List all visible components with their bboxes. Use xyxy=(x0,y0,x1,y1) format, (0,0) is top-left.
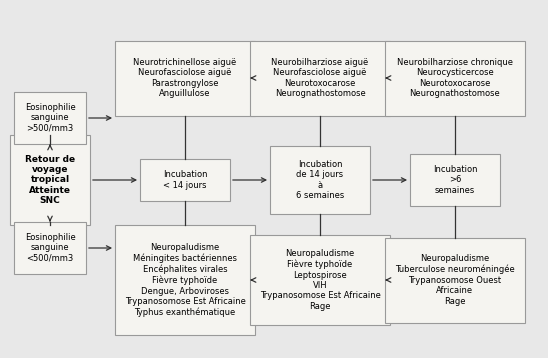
Text: Neuropaludisme
Tuberculose neuroméningée
Trypanosomose Ouest
Africaine
Rage: Neuropaludisme Tuberculose neuroméningée… xyxy=(395,255,515,306)
Text: Incubation
>6
semaines: Incubation >6 semaines xyxy=(433,165,477,195)
Text: Neurobilharziose chronique
Neurocysticercose
Neurotoxocarose
Neurognathostomose: Neurobilharziose chronique Neurocysticer… xyxy=(397,58,513,98)
Bar xyxy=(14,222,86,274)
Bar xyxy=(250,235,390,325)
Bar xyxy=(270,146,370,214)
Bar xyxy=(115,225,255,335)
Text: Neuropaludisme
Méningites bactériennes
Encéphalites virales
Fièvre typhoïde
Deng: Neuropaludisme Méningites bactériennes E… xyxy=(124,243,246,317)
Bar xyxy=(410,154,500,206)
Bar xyxy=(14,92,86,144)
Bar xyxy=(115,40,255,116)
Text: Eosinophilie
sanguine
<500/mm3: Eosinophilie sanguine <500/mm3 xyxy=(25,233,76,263)
Text: Incubation
de 14 jours
à
6 semaines: Incubation de 14 jours à 6 semaines xyxy=(296,160,344,200)
Bar xyxy=(250,40,390,116)
Text: Neuropaludisme
Fièvre typhoïde
Leptospirose
VIH
Trypanosomose Est Africaine
Rage: Neuropaludisme Fièvre typhoïde Leptospir… xyxy=(260,249,380,311)
Text: Neurotrichinellose aiguë
Neurofasciolose aiguë
Parastrongylose
Anguillulose: Neurotrichinellose aiguë Neurofasciolose… xyxy=(133,58,237,98)
Bar xyxy=(385,40,525,116)
Bar xyxy=(385,237,525,323)
Text: Eosinophilie
sanguine
>500/mm3: Eosinophilie sanguine >500/mm3 xyxy=(25,103,76,133)
Text: Retour de
voyage
tropical
Atteinte
SNC: Retour de voyage tropical Atteinte SNC xyxy=(25,155,75,205)
Text: Incubation
< 14 jours: Incubation < 14 jours xyxy=(163,170,207,190)
Text: Neurobilharziose aiguë
Neurofasciolose aiguë
Neurotoxocarose
Neurognathostomose: Neurobilharziose aiguë Neurofasciolose a… xyxy=(271,58,369,98)
Bar xyxy=(10,135,90,225)
Bar xyxy=(140,159,230,201)
